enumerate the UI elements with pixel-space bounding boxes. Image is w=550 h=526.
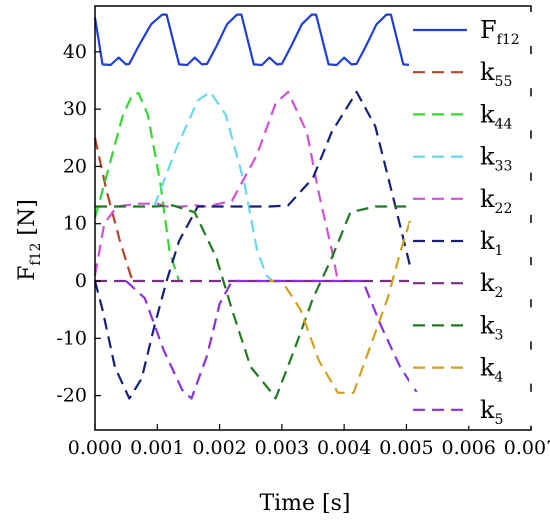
legend-entry-background bbox=[409, 265, 549, 300]
legend-label-k2: k2 bbox=[480, 269, 503, 301]
y-axis-label-sub: f12 bbox=[28, 243, 44, 266]
series-line-Ff12 bbox=[93, 13, 425, 67]
legend-entry-background bbox=[409, 138, 549, 173]
legend-label-k55: k55 bbox=[480, 58, 512, 90]
series-line-k1 bbox=[93, 90, 420, 400]
y-tick-label: 20 bbox=[63, 155, 87, 177]
y-tick-label: 0 bbox=[75, 270, 87, 292]
legend-label-Ff12: Ff12 bbox=[480, 16, 520, 48]
legend-label-k1: k1 bbox=[480, 227, 503, 259]
y-tick-label: 10 bbox=[63, 213, 87, 235]
y-axis-label-unit: [N] bbox=[15, 199, 40, 242]
series-line-k22 bbox=[93, 90, 339, 282]
legend-entry-background bbox=[409, 307, 549, 342]
y-axis-label: Ff12 [N] bbox=[15, 199, 44, 281]
series-line-k55 bbox=[93, 137, 139, 283]
x-tick-label: 0.006 bbox=[442, 437, 496, 459]
x-axis: 0.000 0.001 0.002 0.003 0.004 0.005 0.006 0.007 bbox=[68, 424, 550, 459]
x-tick-label: 0.001 bbox=[130, 437, 184, 459]
plot-frame bbox=[94, 5, 532, 431]
y-axis: -20 -10 0 10 20 30 40 bbox=[56, 41, 101, 407]
legend-entry-background bbox=[409, 54, 549, 89]
x-tick-label: 0.007 bbox=[504, 437, 550, 459]
legend-label-k33: k33 bbox=[480, 143, 512, 175]
legend-entry-background bbox=[409, 180, 549, 215]
x-tick-label: 0.002 bbox=[192, 437, 246, 459]
svg-text:Ff12 [N]: Ff12 [N] bbox=[15, 199, 44, 281]
legend-entry-background bbox=[409, 96, 549, 131]
legend-label-k44: k44 bbox=[480, 100, 512, 132]
legend-entry-background bbox=[409, 223, 549, 257]
y-axis-label-main: F bbox=[15, 266, 40, 281]
y-tick-label: 30 bbox=[63, 98, 87, 120]
x-tick-label: 0.005 bbox=[379, 437, 433, 459]
y-tick-label: -20 bbox=[56, 385, 87, 407]
legend-label-k22: k22 bbox=[480, 185, 512, 217]
series-line-k5 bbox=[125, 279, 420, 400]
legend-label-k3: k3 bbox=[480, 311, 503, 343]
x-tick-label: 0.004 bbox=[317, 437, 371, 459]
series-line-k4 bbox=[269, 205, 420, 394]
x-axis-label: Time [s] bbox=[259, 491, 350, 516]
plot-lines bbox=[93, 13, 426, 400]
legend: Ff12 k55 k44 k33 k22 k1 k2 k3 k4 k5 bbox=[409, 12, 549, 428]
legend-entry-background bbox=[409, 349, 549, 384]
series-line-k44 bbox=[93, 92, 183, 283]
y-tick-label: 40 bbox=[63, 41, 87, 63]
legend-label-k5: k5 bbox=[480, 396, 503, 428]
series-line-k33 bbox=[153, 90, 274, 282]
series-line-k3 bbox=[95, 204, 419, 400]
x-tick-label: 0.003 bbox=[255, 437, 309, 459]
legend-label-k4: k4 bbox=[480, 354, 504, 386]
legend-entry-background bbox=[409, 391, 549, 426]
y-tick-label: -10 bbox=[56, 327, 87, 349]
x-tick-label: 0.000 bbox=[68, 437, 122, 459]
